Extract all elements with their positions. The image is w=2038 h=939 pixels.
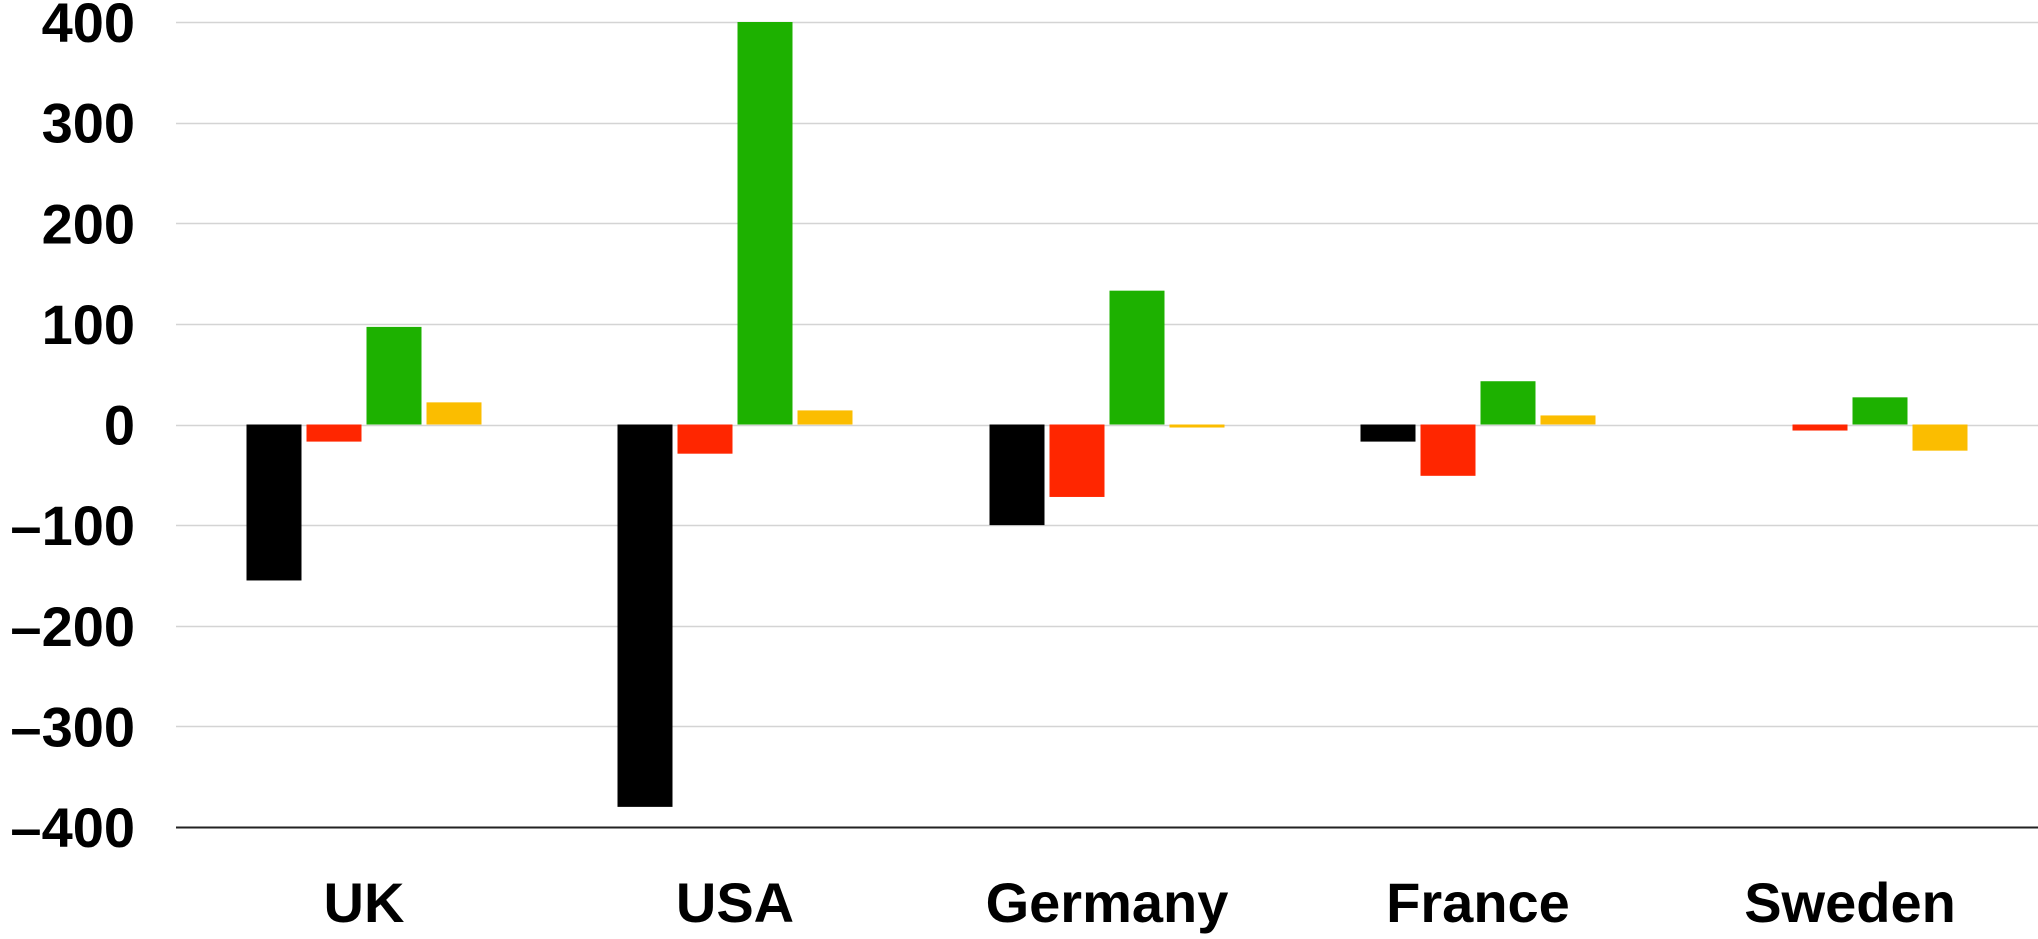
bar-usa-1 (617, 424, 673, 807)
bar-usa-2 (677, 424, 733, 454)
bar-usa-3 (737, 22, 793, 425)
y-tick-label: 200 (42, 192, 135, 255)
bar-germany-2 (1049, 424, 1105, 497)
bar-france-3 (1480, 381, 1536, 425)
y-axis-tick-labels: 400 300 200 100 0 –100 –200 –300 –400 (10, 0, 135, 859)
x-category-label: UK (324, 871, 405, 934)
x-category-label: Sweden (1744, 871, 1956, 934)
bar-sweden-2 (1792, 424, 1848, 431)
bar-sweden-3 (1852, 397, 1908, 425)
x-axis-category-labels: UK USA Germany France Sweden (324, 871, 1956, 934)
bar-sweden-4 (1912, 424, 1968, 451)
bar-germany-3 (1109, 290, 1165, 425)
bar-uk-4 (426, 402, 482, 425)
bar-uk-2 (306, 424, 362, 442)
bar-france-4 (1540, 415, 1596, 425)
y-tick-label: 400 (42, 0, 135, 54)
bar-france-1 (1360, 424, 1416, 442)
x-category-label: France (1386, 871, 1570, 934)
bar-germany-1 (989, 424, 1045, 526)
y-tick-label: –100 (10, 494, 135, 557)
bar-uk-1 (246, 424, 302, 581)
x-category-label: Germany (986, 871, 1229, 934)
y-tick-label: 100 (42, 293, 135, 356)
y-tick-label: 0 (104, 394, 135, 457)
grid-lines (176, 21, 2038, 728)
y-tick-label: –200 (10, 595, 135, 658)
bar-france-2 (1420, 424, 1476, 476)
bar-germany-4 (1169, 424, 1225, 428)
y-tick-label: 300 (42, 92, 135, 155)
y-tick-label: –300 (10, 695, 135, 758)
bar-usa-4 (797, 410, 853, 425)
y-tick-label: –400 (10, 796, 135, 859)
bars (246, 22, 1968, 807)
x-category-label: USA (676, 871, 794, 934)
bar-uk-3 (366, 326, 422, 425)
